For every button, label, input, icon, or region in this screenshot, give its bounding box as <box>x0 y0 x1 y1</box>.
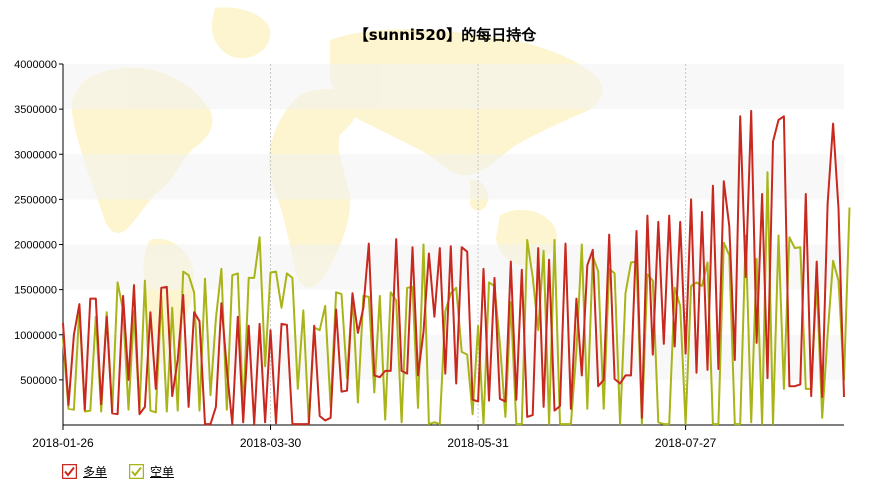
y-tick-label: 2000000 <box>14 240 57 252</box>
plot-band <box>63 154 844 200</box>
x-tick-label: 2018-03-30 <box>240 436 302 450</box>
legend: 多单 空单 <box>62 463 174 480</box>
chart-title: 【sunni520】的每日持仓 <box>354 26 537 44</box>
y-tick-label: 500000 <box>20 375 57 387</box>
y-tick-label: 1500000 <box>14 285 57 297</box>
y-tick-label: 3000000 <box>14 149 57 161</box>
vertical-gridlines <box>270 64 687 425</box>
y-tick-label: 1000000 <box>14 330 57 342</box>
plot-band <box>63 244 844 290</box>
series-line-short <box>62 171 851 426</box>
series-line-long <box>62 109 845 426</box>
y-axis-ticks: 500000 1000000 1500000 2000000 2500000 300000… <box>14 59 63 387</box>
legend-label-short: 空单 <box>150 465 175 479</box>
y-tick-label: 3500000 <box>14 104 57 116</box>
plot-bands <box>63 64 844 380</box>
checkbox-icon[interactable] <box>62 464 77 479</box>
series-lines <box>62 109 851 426</box>
y-tick-label: 4000000 <box>14 59 57 71</box>
x-tick-label: 2018-05-31 <box>447 436 509 450</box>
x-tick-label: 2018-07-27 <box>655 436 717 450</box>
legend-label-long: 多单 <box>83 465 108 479</box>
y-tick-label: 2500000 <box>14 194 57 206</box>
legend-item-long[interactable]: 多单 <box>62 463 107 480</box>
x-tick-label: 2018-01-26 <box>32 436 94 450</box>
plot-band <box>63 64 844 110</box>
checkbox-icon[interactable] <box>129 464 145 479</box>
x-axis-ticks: 2018-01-26 2018-03-30 2018-05-31 2018-07-27 <box>32 425 717 450</box>
legend-item-short[interactable]: 空单 <box>129 463 174 480</box>
